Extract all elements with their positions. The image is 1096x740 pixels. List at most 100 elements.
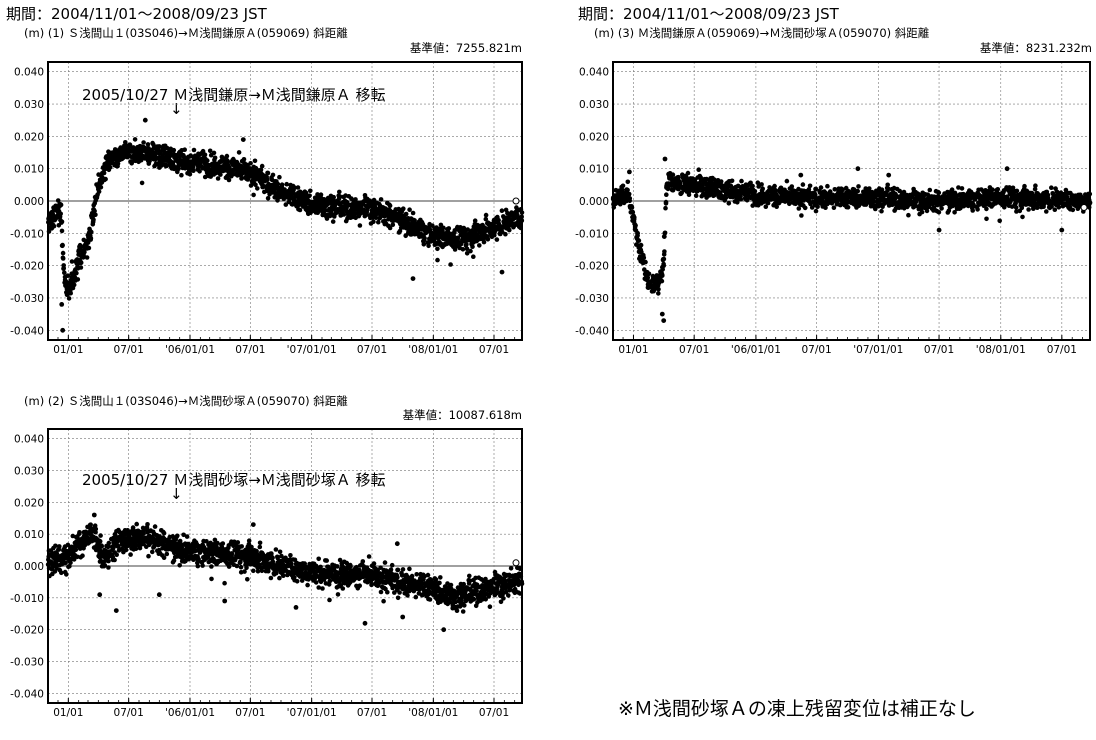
chart1-xtick-label: '06/01/01 bbox=[165, 344, 215, 356]
chart1-ytick-label: -0.010 bbox=[10, 228, 44, 240]
chart1-point bbox=[265, 196, 271, 201]
chart3-point bbox=[738, 197, 744, 202]
chart2-point bbox=[244, 565, 249, 571]
chart2-point bbox=[305, 582, 310, 588]
chart3-outlier-point bbox=[855, 166, 861, 172]
chart3-point bbox=[1010, 185, 1016, 191]
chart2-ytick-label: -0.040 bbox=[10, 688, 44, 700]
chart2-point bbox=[270, 555, 275, 561]
chart2-point bbox=[161, 555, 167, 560]
chart2-point bbox=[77, 530, 82, 535]
chart1-point bbox=[218, 172, 223, 177]
chart2-point bbox=[53, 543, 58, 549]
chart3-point bbox=[1035, 205, 1040, 210]
chart2-subtitle: (m) (2) Ｓ浅間山１(03S046)→Ｍ浅間砂塚Ａ(059070) 斜距離 bbox=[24, 394, 348, 408]
chart3-point bbox=[1014, 209, 1019, 214]
chart3-point bbox=[670, 172, 676, 177]
chart1-point bbox=[472, 218, 478, 223]
chart3-point bbox=[789, 184, 795, 189]
chart2-point bbox=[146, 553, 151, 559]
chart2-point bbox=[255, 568, 261, 574]
chart3-point bbox=[815, 204, 820, 209]
chart1-point bbox=[96, 189, 102, 194]
chart1-frame bbox=[47, 61, 523, 341]
chart3-point bbox=[1052, 207, 1058, 212]
chart3-point bbox=[763, 204, 769, 209]
chart3-point bbox=[630, 210, 636, 215]
chart3-point bbox=[620, 189, 625, 195]
chart3-point bbox=[626, 191, 632, 197]
chart3-point bbox=[660, 273, 665, 278]
chart1-outlier-point bbox=[142, 117, 148, 123]
chart1-point bbox=[494, 237, 500, 242]
chart2-point bbox=[99, 544, 104, 549]
chart1-point bbox=[376, 219, 381, 225]
chart3-point bbox=[641, 255, 647, 261]
chart1-point bbox=[59, 219, 65, 225]
chart3-point bbox=[661, 256, 667, 262]
chart2-point bbox=[259, 568, 265, 574]
chart2-point bbox=[234, 563, 240, 569]
chart2-point bbox=[102, 563, 108, 568]
chart2-point bbox=[133, 546, 139, 551]
chart3-outlier-point bbox=[798, 172, 804, 178]
chart1-point bbox=[236, 150, 242, 155]
chart3-point bbox=[796, 206, 802, 211]
chart1-point bbox=[430, 223, 435, 228]
chart1-xtick-label: '08/01/01 bbox=[408, 344, 458, 356]
chart1-xtick-label: 01/01 bbox=[53, 344, 83, 356]
chart3-point bbox=[635, 230, 640, 236]
chart2-point bbox=[340, 586, 346, 591]
chart1-point bbox=[252, 158, 258, 164]
chart3-point bbox=[939, 206, 944, 211]
chart1-point bbox=[191, 147, 197, 153]
chart1-point bbox=[212, 155, 218, 161]
chart1-point bbox=[452, 247, 458, 252]
chart2-ytick-label: 0.000 bbox=[14, 561, 44, 573]
chart1-ytick-label: -0.020 bbox=[10, 261, 44, 273]
chart1-point bbox=[215, 176, 221, 181]
chart1-point bbox=[78, 265, 84, 270]
chart1-point bbox=[324, 216, 330, 221]
chart1-xtick-label: '07/01/01 bbox=[287, 344, 337, 356]
chart1-point bbox=[60, 250, 66, 256]
chart1-point bbox=[387, 225, 393, 231]
chart3-outlier-point bbox=[662, 156, 668, 162]
chart3-point bbox=[729, 178, 735, 184]
chart3-point bbox=[1020, 214, 1025, 220]
chart2-point bbox=[116, 544, 121, 549]
chart2-point bbox=[269, 551, 274, 556]
chart3-point bbox=[784, 178, 790, 184]
chart3-point bbox=[735, 200, 740, 205]
chart2-point bbox=[281, 573, 286, 578]
chart2-point bbox=[277, 575, 282, 581]
chart3-point bbox=[1013, 205, 1019, 210]
chart2-point bbox=[105, 544, 111, 550]
chart2-baseline: 基準値：10087.618m bbox=[402, 408, 522, 422]
chart1-point bbox=[101, 170, 107, 176]
chart3-point bbox=[995, 187, 1001, 192]
chart1-point bbox=[78, 260, 84, 266]
chart1-point bbox=[303, 190, 309, 195]
chart2-point bbox=[249, 544, 254, 550]
chart3-point bbox=[750, 183, 755, 189]
chart3-point bbox=[956, 185, 961, 190]
chart2-point bbox=[277, 549, 283, 555]
chart3-plot: 0.0400.0300.0200.0100.000-0.010-0.020-0.… bbox=[575, 61, 1093, 356]
chart1-point bbox=[464, 241, 469, 247]
chart2-ytick-label: 0.030 bbox=[14, 465, 44, 477]
chart1-point bbox=[270, 172, 276, 178]
chart3-point bbox=[625, 179, 631, 185]
chart3-point bbox=[831, 205, 837, 210]
chart3-point bbox=[984, 216, 989, 222]
chart1-point bbox=[254, 186, 260, 191]
chart3-point bbox=[645, 275, 651, 280]
chart3-point bbox=[625, 187, 630, 193]
chart3-point bbox=[927, 187, 933, 193]
chart3-point bbox=[806, 187, 812, 192]
chart3-point bbox=[879, 187, 885, 192]
chart1-point bbox=[75, 277, 81, 282]
chart3-point bbox=[1032, 186, 1038, 192]
chart3-point bbox=[696, 167, 701, 172]
chart1-point bbox=[171, 147, 177, 153]
